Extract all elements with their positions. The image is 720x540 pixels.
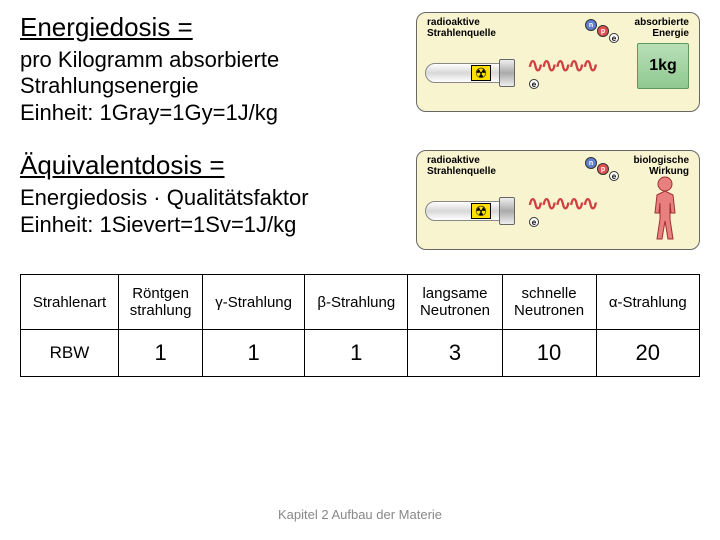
diagram2-bio-label: biologische Wirkung (633, 155, 689, 177)
aequivalentdosis-diagram: radioaktive Strahlenquelle biologische W… (416, 150, 700, 250)
bio-label-line1: biologische (633, 155, 689, 166)
radiation-trefoil-icon: ☢ (471, 65, 491, 81)
diagram-energy-label: absorbierte Energie (635, 17, 689, 39)
rbw-table: Strahlenart Röntgenstrahlung γ-Strahlung… (20, 274, 700, 377)
col-beta: β-Strahlung (305, 275, 408, 330)
val-alpha: 20 (596, 330, 699, 377)
proton-icon: p (597, 25, 609, 37)
diagram2-source-label: radioaktive Strahlenquelle (427, 155, 496, 177)
energy-label-line2: Energie (652, 28, 689, 39)
neutron-icon-2: n (585, 157, 597, 169)
energiedosis-line3: Einheit: 1Gray=1Gy=1J/kg (20, 100, 400, 126)
proton-icon-2: p (597, 163, 609, 175)
radiation-trefoil-icon-2: ☢ (471, 203, 491, 219)
table-value-row: RBW 1 1 1 3 10 20 (21, 330, 700, 377)
energiedosis-diagram: radioaktive Strahlenquelle absorbierte E… (416, 12, 700, 112)
col-gamma: γ-Strahlung (203, 275, 305, 330)
electron-icon-2: e (609, 171, 619, 181)
radiation-source-icon: ☢ (425, 55, 515, 91)
source2-label-line2: Strahlenquelle (427, 166, 496, 177)
footer-text: Kapitel 2 Aufbau der Materie (0, 507, 720, 522)
electron-icon: e (609, 33, 619, 43)
col-strahlenart: Strahlenart (21, 275, 119, 330)
val-roentgen: 1 (119, 330, 203, 377)
val-schnelle: 10 (502, 330, 596, 377)
energiedosis-row: Energiedosis = pro Kilogramm absorbierte… (20, 12, 700, 126)
source-label-line2: Strahlenquelle (427, 28, 496, 39)
aequivalentdosis-text: Äquivalentdosis = Energiedosis · Qualitä… (20, 150, 400, 238)
energiedosis-heading: Energiedosis = (20, 12, 400, 43)
energy-label-line1: absorbierte (635, 17, 689, 28)
mass-label: 1kg (649, 57, 677, 75)
val-gamma: 1 (203, 330, 305, 377)
aequivalentdosis-line2: Einheit: 1Sievert=1Sv=1J/kg (20, 212, 400, 238)
aequivalentdosis-line1: Energiedosis · Qualitätsfaktor (20, 185, 400, 211)
neutron-icon: n (585, 19, 597, 31)
radiation-source-icon-2: ☢ (425, 193, 515, 229)
aequivalentdosis-section: Äquivalentdosis = Energiedosis · Qualitä… (20, 150, 700, 250)
energiedosis-line2: Strahlungsenergie (20, 73, 400, 99)
col-schnelle: schnelleNeutronen (502, 275, 596, 330)
electron-beam-icon-2: e (529, 217, 539, 227)
source-label-line1: radioaktive (427, 17, 480, 28)
val-langsame: 3 (408, 330, 502, 377)
aequivalentdosis-heading: Äquivalentdosis = (20, 150, 400, 181)
col-alpha: α-Strahlung (596, 275, 699, 330)
table-header-row: Strahlenart Röntgenstrahlung γ-Strahlung… (21, 275, 700, 330)
diagram-source-label: radioaktive Strahlenquelle (427, 17, 496, 39)
aequivalentdosis-row: Äquivalentdosis = Energiedosis · Qualitä… (20, 150, 700, 250)
electron-beam-icon: e (529, 79, 539, 89)
row-label: RBW (21, 330, 119, 377)
val-beta: 1 (305, 330, 408, 377)
energiedosis-text: Energiedosis = pro Kilogramm absorbierte… (20, 12, 400, 126)
col-roentgen: Röntgenstrahlung (119, 275, 203, 330)
radiation-wave-icon-2: ∿∿∿∿∿ (527, 191, 596, 216)
energiedosis-section: Energiedosis = pro Kilogramm absorbierte… (20, 12, 700, 126)
source2-label-line1: radioaktive (427, 155, 480, 166)
human-body-icon (645, 175, 685, 243)
col-langsame: langsameNeutronen (408, 275, 502, 330)
mass-cube-icon: 1kg (637, 43, 689, 89)
radiation-wave-icon: ∿∿∿∿∿ (527, 53, 596, 78)
energiedosis-line1: pro Kilogramm absorbierte (20, 47, 400, 73)
